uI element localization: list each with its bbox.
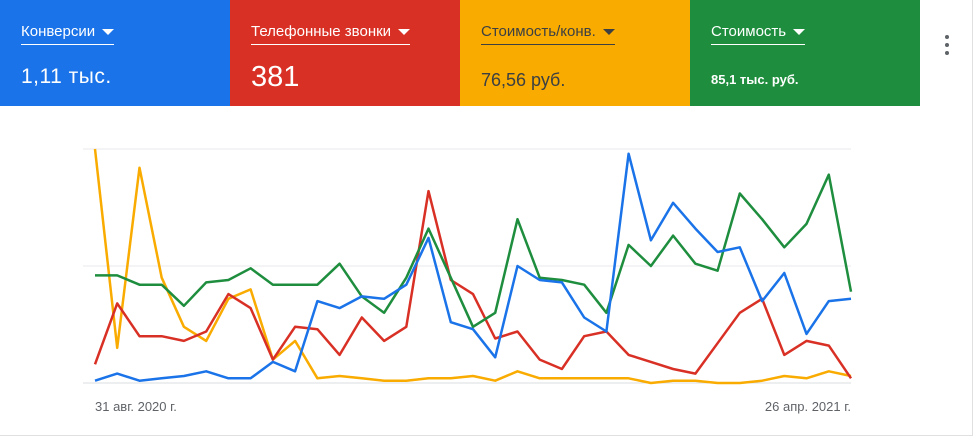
metric-value: 76,56 руб.: [481, 70, 566, 90]
metric-phone-calls[interactable]: Телефонные звонки 381: [230, 0, 460, 106]
x-tick-label-end: 26 апр. 2021 г.: [765, 399, 851, 414]
metric-dropdown[interactable]: Стоимость: [711, 23, 806, 45]
metric-label: Стоимость/конв.: [481, 23, 596, 40]
metric-label: Конверсии: [21, 23, 96, 40]
x-tick-label-start: 31 авг. 2020 г.: [95, 399, 177, 414]
metric-dropdown[interactable]: Телефонные звонки: [251, 23, 411, 45]
dropdown-caret-icon: [793, 29, 806, 35]
more-vert-icon[interactable]: [932, 28, 962, 62]
metric-value: 381: [251, 61, 300, 93]
series-line-0: [94, 152, 852, 382]
dropdown-caret-icon: [398, 29, 411, 35]
metric-label: Телефонные звонки: [251, 23, 392, 40]
series-line-3: [95, 173, 853, 329]
series-line-1: [93, 189, 853, 380]
metric-dropdown[interactable]: Стоимость/конв.: [481, 23, 615, 45]
metric-tiles: Конверсии 1,11 тыс. Телефонные звонки 38…: [0, 0, 920, 106]
metric-cost[interactable]: Стоимость 85,1 тыс. руб.: [690, 0, 920, 106]
metric-conversions[interactable]: Конверсии 1,11 тыс.: [0, 0, 230, 106]
series-line-2: [93, 148, 852, 385]
metric-label: Стоимость: [711, 23, 787, 40]
dropdown-caret-icon: [102, 29, 115, 35]
series-group: [93, 148, 853, 385]
metric-dropdown[interactable]: Конверсии: [21, 23, 115, 45]
dropdown-caret-icon: [602, 29, 615, 35]
metric-value: 1,11 тыс.: [21, 65, 112, 88]
metric-value: 85,1 тыс. руб.: [711, 72, 799, 87]
metric-cost-per-conversion[interactable]: Стоимость/конв. 76,56 руб.: [460, 0, 690, 106]
